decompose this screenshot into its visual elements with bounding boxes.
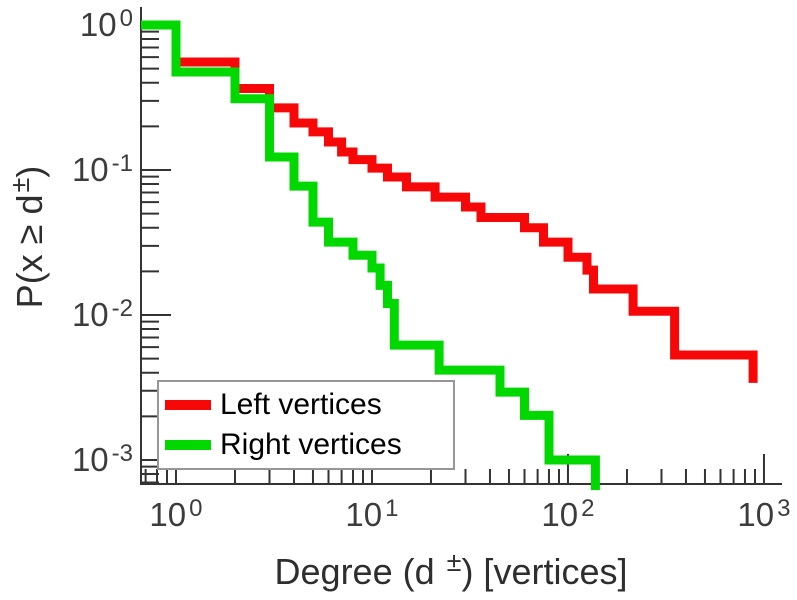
x-axis-label-post: ) [vertices]: [461, 551, 628, 592]
legend-swatch-right-vertices: [165, 440, 211, 450]
y-axis-label-sup: ±: [5, 177, 35, 193]
x-tick-label: 10 0: [149, 495, 203, 533]
legend-label-right-vertices: Right vertices: [220, 428, 402, 461]
y-axis-label-pre: P(x ≥ d: [9, 194, 50, 309]
right-vertices-curve: [141, 20, 600, 491]
y-tick-label: 10 -2: [71, 294, 133, 333]
x-tick-label: 10 1: [345, 495, 399, 533]
legend-item-right-vertices: Right vertices: [165, 430, 453, 460]
left-vertices-curve: [141, 20, 758, 383]
y-axis-label: P(x ≥ d±): [5, 165, 50, 309]
x-axis-label: Degree (d ±) [vertices]: [274, 549, 628, 592]
y-tick-label: 10 0: [79, 5, 133, 43]
x-axis-label-pre: Degree (d: [274, 551, 445, 592]
legend: Left vertices Right vertices: [157, 380, 455, 470]
legend-swatch-left-vertices: [165, 400, 211, 410]
y-tick-label: 10 -1: [71, 150, 133, 188]
legend-item-left-vertices: Left vertices: [165, 390, 453, 420]
y-tick-label: 10 -3: [71, 439, 133, 478]
y-axis-label-post: ): [9, 165, 50, 178]
x-tick-label: 10 2: [541, 495, 595, 533]
x-tick-label: 10 3: [737, 495, 791, 533]
x-axis-label-sup: ±: [446, 547, 462, 577]
legend-label-left-vertices: Left vertices: [220, 388, 382, 421]
